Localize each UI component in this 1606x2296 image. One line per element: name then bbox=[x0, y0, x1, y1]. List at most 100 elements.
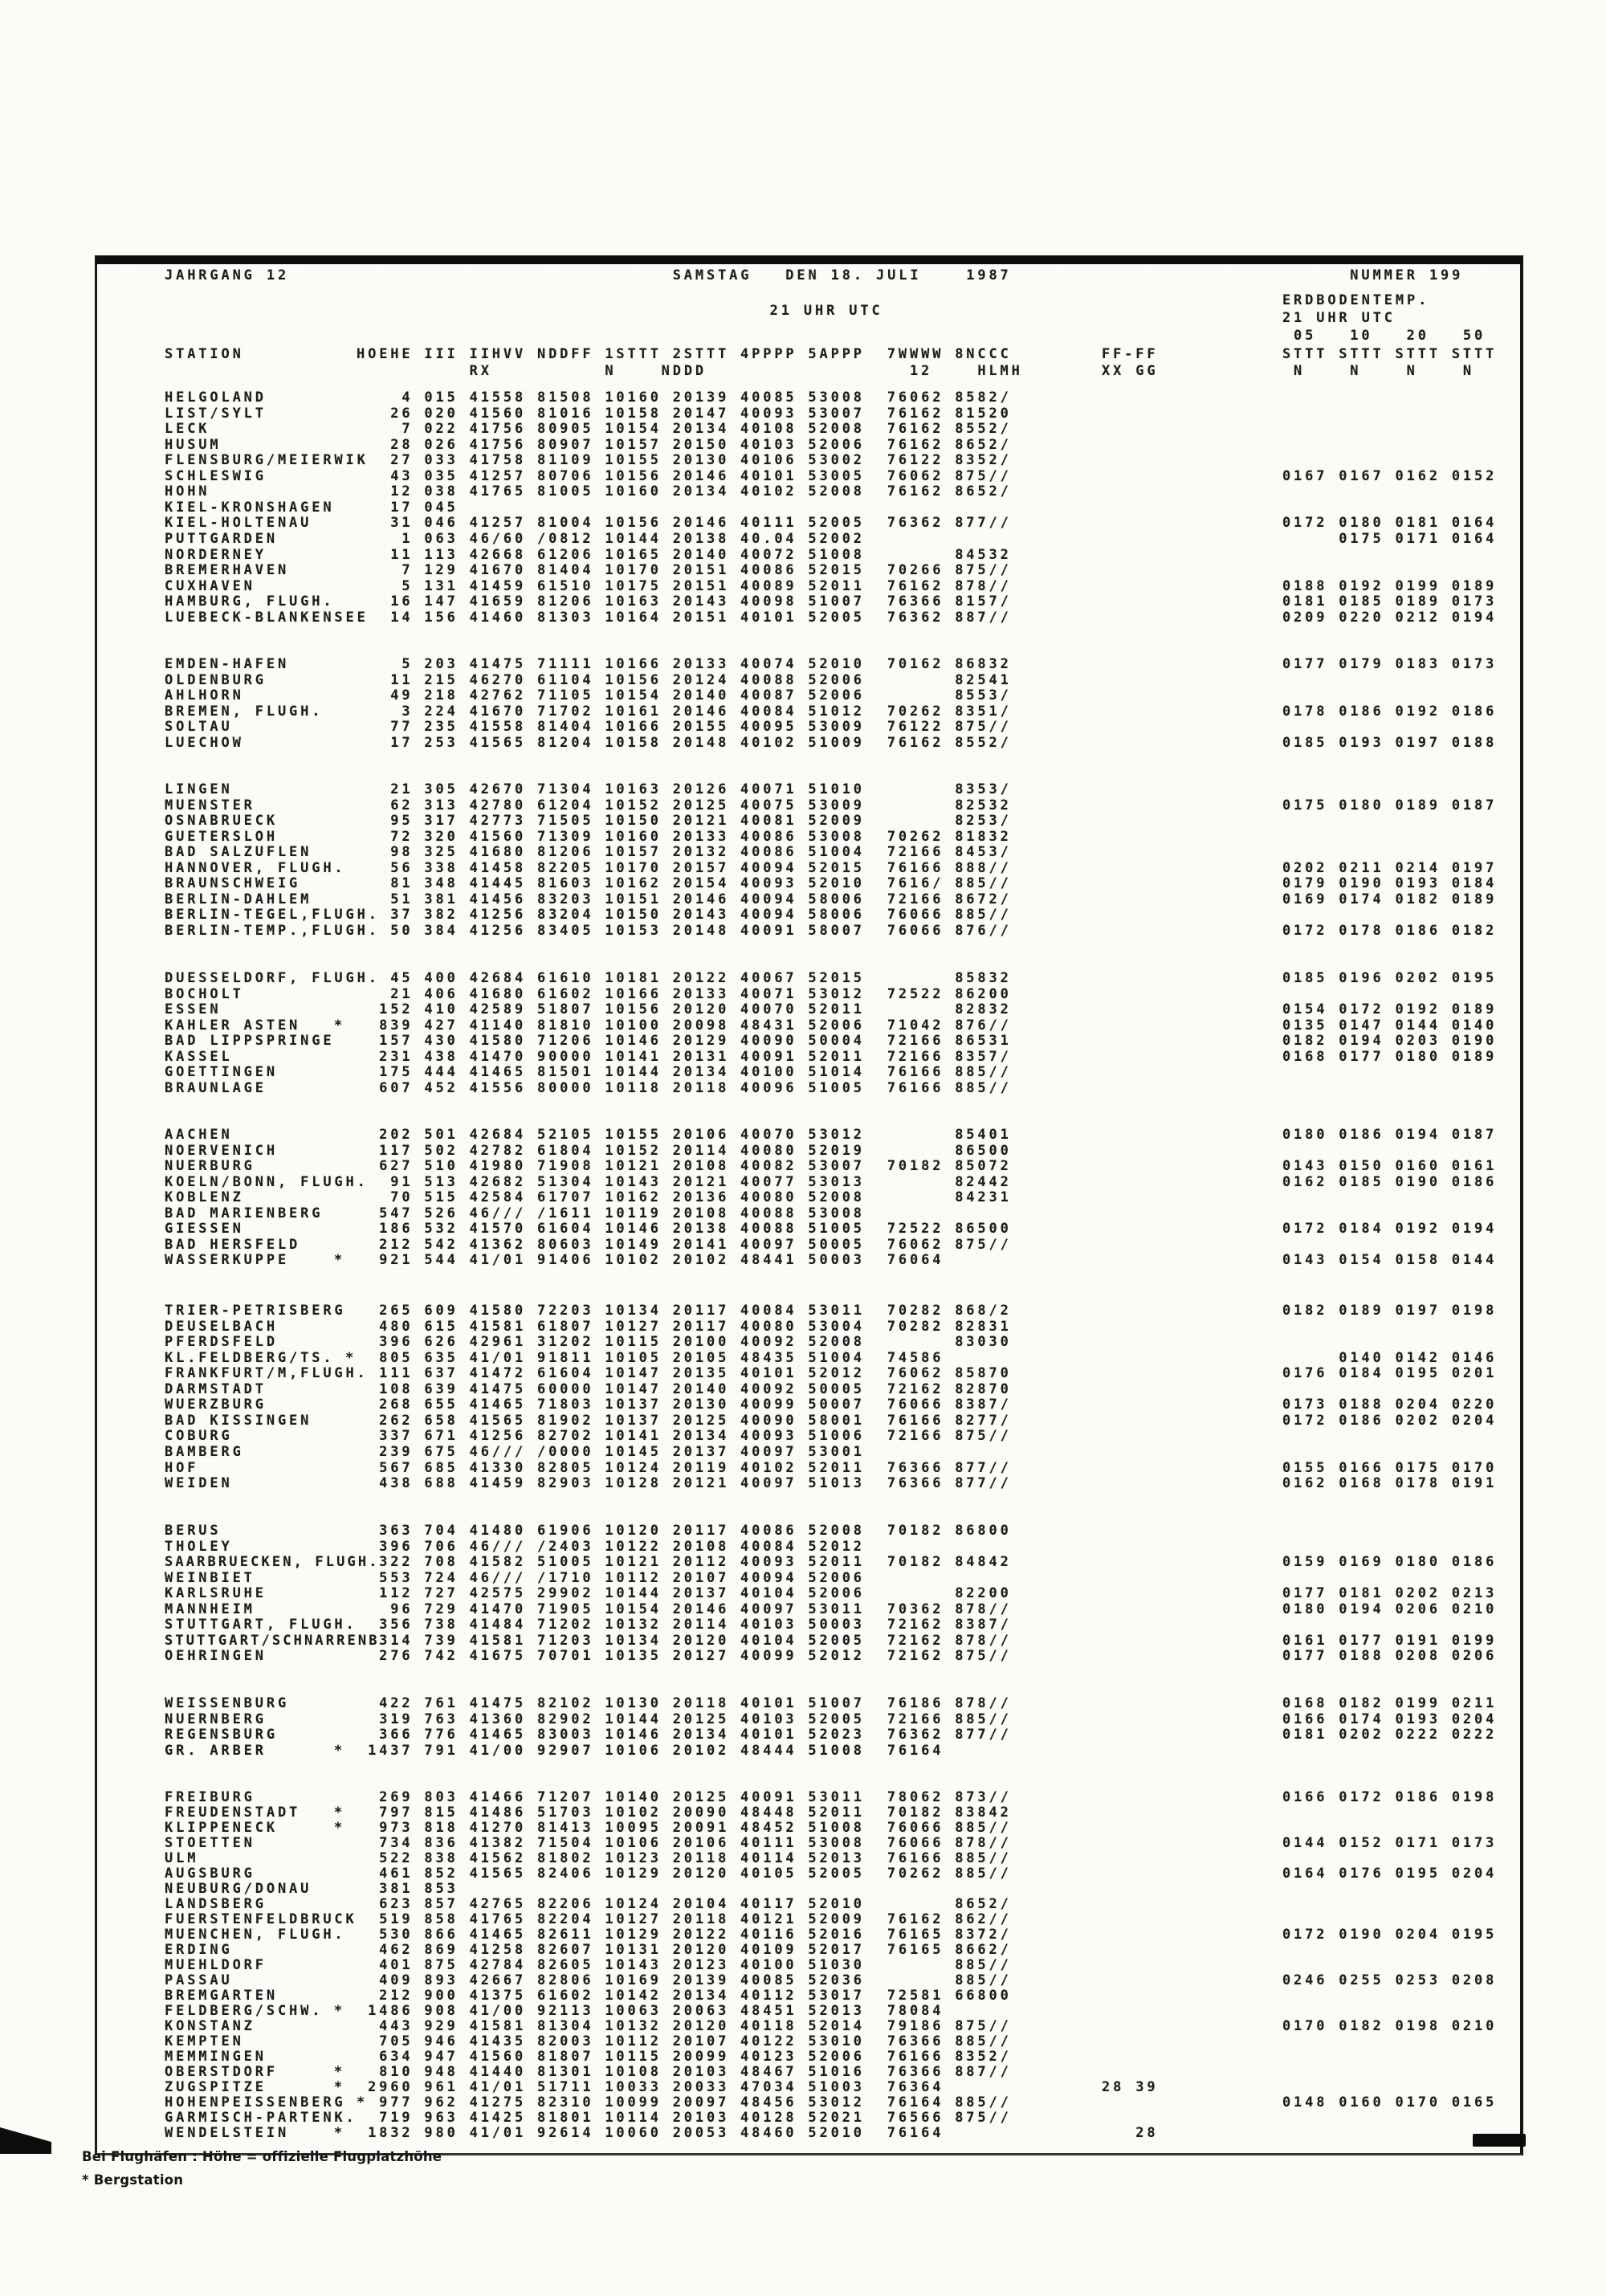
soil-temp-value: 0166 bbox=[1339, 1459, 1384, 1476]
station-height: 634 bbox=[368, 2049, 414, 2065]
synop-group: 52006 bbox=[808, 2049, 865, 2065]
synop-group: 41480 bbox=[469, 1523, 527, 1539]
station-height: 186 bbox=[368, 1221, 414, 1238]
station-id: 947 bbox=[424, 2049, 459, 2065]
synop-group: 53008 bbox=[808, 1835, 865, 1851]
station-id: 803 bbox=[424, 1789, 459, 1805]
synop-group: 10115 bbox=[605, 2049, 662, 2065]
synop-group: 42589 bbox=[469, 1001, 527, 1018]
synop-group: 10165 bbox=[605, 546, 662, 563]
synop-group: 52015 bbox=[808, 970, 865, 986]
synop-group: 20133 bbox=[672, 656, 730, 672]
cloud-group-8nccc: 878// bbox=[955, 1695, 1012, 1711]
synop-group: 10102 bbox=[605, 1252, 662, 1269]
soil-temp-value: 0144 bbox=[1451, 1252, 1498, 1269]
synop-group: 20132 bbox=[672, 844, 730, 861]
soil-temp-value: 0220 bbox=[1451, 1397, 1498, 1413]
synop-group: 40106 bbox=[740, 452, 797, 469]
synop-group: 10120 bbox=[605, 1523, 662, 1539]
station-id: 729 bbox=[424, 1601, 459, 1617]
synop-group: 10128 bbox=[605, 1475, 662, 1492]
synop-group: 20120 bbox=[672, 1001, 730, 1018]
station-height: 462 bbox=[368, 1942, 414, 1958]
synop-group: 41582 bbox=[469, 1554, 527, 1571]
soil-temp-value: 0186 bbox=[1451, 1554, 1498, 1571]
synop-group: 71702 bbox=[536, 703, 594, 720]
station-height: 805 bbox=[368, 1349, 414, 1366]
station-row: OBERSTDORF * 810 948 41440 81301 10108 20103 48… bbox=[165, 2065, 1546, 2080]
cloud-group-8nccc: 8552/ bbox=[955, 734, 1012, 751]
soil-temp-value: 0155 bbox=[1282, 1459, 1328, 1476]
station-id: 818 bbox=[424, 1820, 459, 1836]
synop-group: 40128 bbox=[740, 2110, 797, 2126]
cloud-group-8nccc: 885// bbox=[955, 2033, 1012, 2049]
station-name: SOLTAU bbox=[165, 719, 233, 736]
soil-temp-value: 0164 bbox=[1282, 1866, 1328, 1882]
synop-group: 20107 bbox=[672, 2033, 730, 2049]
synop-group: 20138 bbox=[672, 530, 730, 547]
synop-group: 40099 bbox=[740, 1648, 797, 1665]
soil-temp-value: 0170 bbox=[1395, 2094, 1441, 2110]
synop-group: 31202 bbox=[536, 1334, 594, 1351]
synop-group: 10170 bbox=[605, 562, 662, 579]
station-name: NEUBURG/DONAU bbox=[165, 1881, 312, 1897]
station-name: MUEHLDORF bbox=[165, 1957, 267, 1973]
synop-group: /0812 bbox=[536, 530, 594, 547]
synop-group: 41456 bbox=[469, 891, 527, 907]
soil-temp-value: 0181 bbox=[1395, 515, 1441, 532]
station-name: WUERZBURG bbox=[165, 1397, 267, 1413]
weather-group-7wwww: 72162 bbox=[887, 1632, 944, 1649]
station-row: AHLHORN 49 218 42762 71105 10154 20140 40087 52… bbox=[165, 688, 1546, 703]
station-height: 547 bbox=[368, 1205, 414, 1221]
synop-group: 40093 bbox=[740, 405, 797, 422]
synop-group: 42762 bbox=[469, 687, 527, 704]
synop-group: 40085 bbox=[740, 1972, 797, 1988]
synop-group: 10164 bbox=[605, 609, 662, 626]
station-height: 438 bbox=[368, 1475, 414, 1492]
synop-group: 41765 bbox=[469, 483, 527, 500]
station-height: 95 bbox=[368, 813, 414, 830]
station-name: LINGEN bbox=[165, 781, 233, 797]
synop-group: 52012 bbox=[808, 1365, 865, 1382]
soil-temp-value: 0186 bbox=[1339, 1127, 1384, 1143]
station-name: LANDSBERG bbox=[165, 1896, 267, 1912]
synop-group: 81404 bbox=[536, 562, 594, 579]
synop-group: 53007 bbox=[808, 405, 865, 422]
synop-group: 51003 bbox=[808, 2079, 865, 2095]
synop-group: 20106 bbox=[672, 1835, 730, 1851]
soil-temp-value: 0176 bbox=[1282, 1365, 1328, 1382]
synop-group: 48451 bbox=[740, 2003, 797, 2019]
cloud-group-8nccc: 81520 bbox=[955, 405, 1012, 422]
station-row: ESSEN 152 410 42589 51807 10156 20120 40070 520… bbox=[165, 1002, 1546, 1017]
synop-group: 10166 bbox=[605, 656, 662, 672]
station-row: BREMGARTEN 212 900 41375 61602 10142 20134 401… bbox=[165, 1988, 1546, 2004]
weather-group-7wwww: 76366 bbox=[887, 593, 944, 610]
synop-group: 40095 bbox=[740, 719, 797, 736]
synop-group: 71207 bbox=[536, 1789, 594, 1805]
synop-group: 41440 bbox=[469, 2064, 527, 2080]
synop-group: 40117 bbox=[740, 1896, 797, 1912]
synop-group: 20102 bbox=[672, 1252, 730, 1269]
station-row: KASSEL 231 438 41470 90000 10141 20131 40091 52… bbox=[165, 1049, 1546, 1065]
synop-group: 40118 bbox=[740, 2018, 797, 2034]
weather-group-7wwww: 76066 bbox=[887, 1835, 944, 1851]
synop-group: 20106 bbox=[672, 1127, 730, 1143]
cloud-group-8nccc: 887// bbox=[955, 2064, 1012, 2080]
synop-group: 82205 bbox=[536, 859, 594, 876]
synop-group: 10151 bbox=[605, 891, 662, 907]
synop-group: 82903 bbox=[536, 1475, 594, 1492]
station-row: LECK 7 022 41756 80905 10154 20134 40108 52008 7… bbox=[165, 422, 1546, 437]
soil-temp-value: 0222 bbox=[1395, 1727, 1441, 1743]
soil-temp-value: 0199 bbox=[1395, 577, 1441, 594]
soil-temp-value: 0177 bbox=[1339, 1632, 1384, 1649]
soil-temp-value: 0208 bbox=[1451, 1972, 1498, 1988]
station-height: 1832 bbox=[368, 2125, 414, 2141]
station-row: WEIDEN 438 688 41459 82903 10128 20121 40097 51… bbox=[165, 1476, 1546, 1491]
synop-group: 41560 bbox=[469, 2049, 527, 2065]
soil-temp-value: 0197 bbox=[1395, 734, 1441, 751]
synop-group: 91811 bbox=[536, 1349, 594, 1366]
weather-group-7wwww: 70182 bbox=[887, 1554, 944, 1571]
station-height: 623 bbox=[368, 1896, 414, 1912]
synop-group: 51010 bbox=[808, 781, 865, 797]
